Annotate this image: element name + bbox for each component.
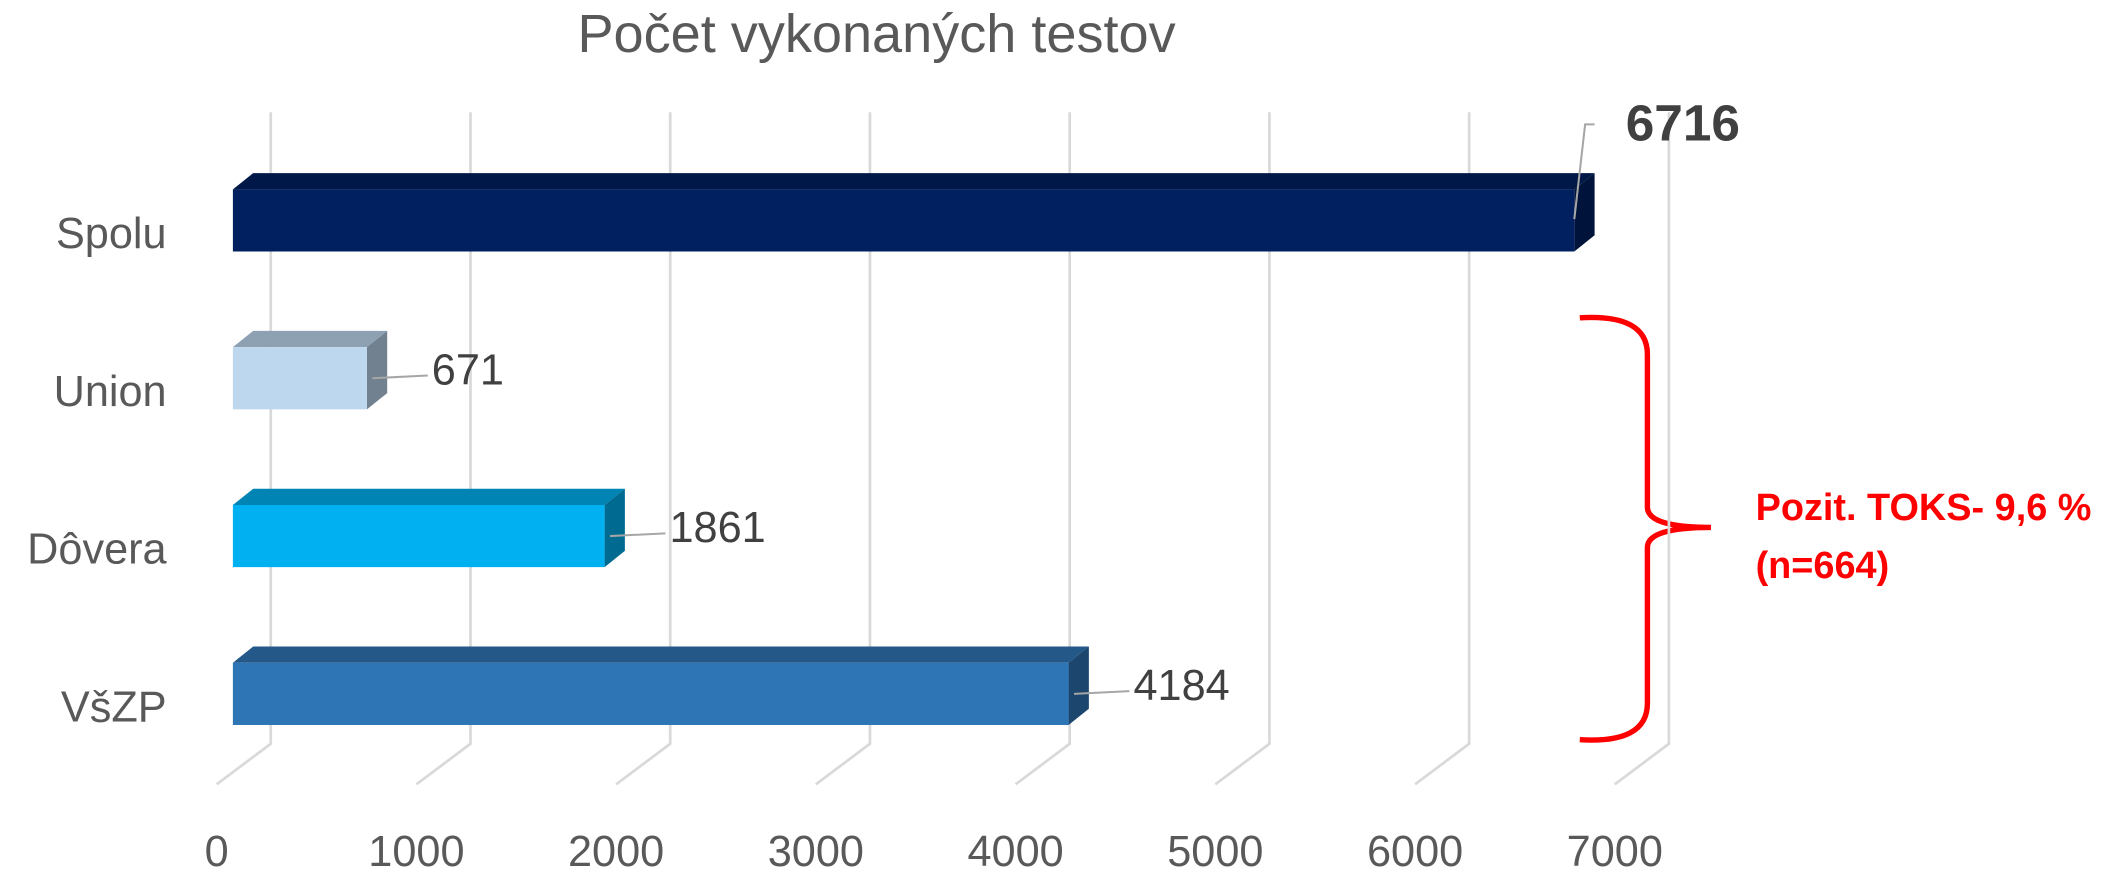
y-tick-label: Spolu [56,210,167,258]
grid-line [1414,112,1471,786]
grid-line [615,112,672,786]
bar-face [232,488,625,505]
y-tick-label: Union [54,368,167,416]
value-label: 671 [432,346,504,394]
bar [232,646,1089,725]
y-tick-label: VšZP [61,684,167,732]
leader-line [1073,690,1130,695]
bar-face [366,330,388,410]
x-tick-label: 6000 [1367,828,1463,876]
bar-face [232,189,1575,252]
grid-line [1214,112,1271,786]
bar-face [232,504,605,568]
value-label: 6716 [1626,94,1740,152]
bar-face [604,488,625,568]
leader-line [372,374,428,380]
x-tick-label: 0 [205,828,229,876]
brace [1579,314,1711,743]
bar-face [232,646,1089,663]
grid-line [215,112,273,786]
x-tick-label: 2000 [568,828,664,876]
grid-line [815,112,872,786]
chart-title: Počet vykonaných testov [577,4,1175,64]
bar-face [1068,646,1089,725]
value-label: 1861 [670,504,766,552]
bar-face [232,662,1069,725]
annotation: Pozit. TOKS- 9,6 % [1756,487,2092,529]
grid-line [1014,112,1072,786]
value-label: 4184 [1133,662,1229,710]
x-tick-label: 1000 [368,828,464,876]
x-tick-label: 3000 [768,828,864,876]
bar-face [232,330,388,348]
leader-line [1573,123,1595,220]
x-tick-label: 7000 [1567,828,1663,876]
bar [232,330,388,410]
x-tick-label: 4000 [967,828,1063,876]
y-tick-label: Dôvera [27,526,167,574]
bar-face [232,347,367,410]
x-tick-label: 5000 [1167,828,1263,876]
grid-line [415,112,472,786]
bar [232,488,625,568]
bar [232,173,1595,252]
grid-line [1613,112,1671,786]
bar-face [1574,173,1595,252]
annotation: (n=664) [1756,545,1890,587]
leader-line [609,532,666,538]
bar-face [232,173,1595,190]
